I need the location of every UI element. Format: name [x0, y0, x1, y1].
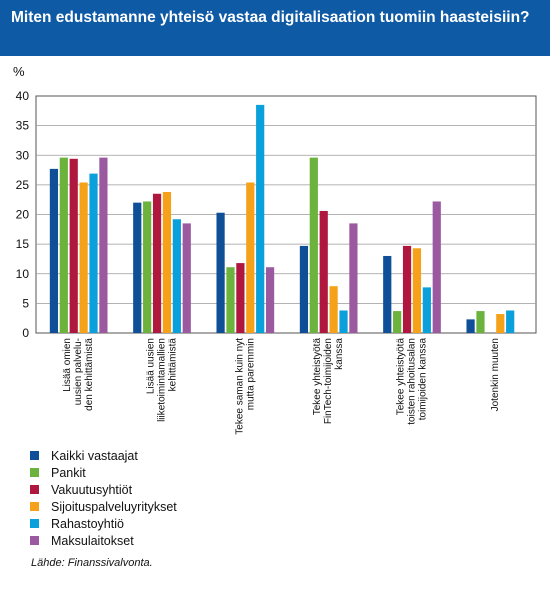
bar — [216, 212, 225, 333]
bar — [402, 245, 412, 333]
legend-item: Pankit — [30, 464, 177, 481]
bar — [432, 201, 441, 333]
chart-title: Miten edustamanne yhteisö vastaa digital… — [11, 9, 530, 26]
bar — [496, 314, 505, 333]
x-tick-label-line: kanssa — [334, 338, 345, 370]
bar — [69, 158, 78, 333]
y-tick-label: 20 — [16, 208, 30, 222]
bar — [339, 310, 348, 333]
bar — [79, 182, 88, 333]
x-tick-label-line: Lisää omien — [62, 338, 73, 392]
y-tick-label: 25 — [16, 178, 30, 192]
y-tick-label: 15 — [16, 237, 30, 251]
bar — [383, 255, 392, 333]
bar — [246, 182, 255, 333]
x-tick-label-line: den kehittämistä — [84, 338, 95, 411]
legend-label: Rahastoyhtiö — [51, 516, 124, 531]
legend-item: Vakuutusyhtiöt — [30, 481, 177, 498]
legend-label: Kaikki vastaajat — [51, 448, 138, 463]
bar — [256, 104, 265, 333]
bar — [49, 168, 59, 333]
source-note: Lähde: Finanssivalvonta. — [31, 557, 153, 569]
x-tick-label: Jotenkin muuten — [490, 338, 501, 411]
x-tick-label-line: FinTech-toimijoiden — [323, 338, 334, 424]
bar — [172, 219, 181, 333]
bar — [143, 201, 152, 333]
legend-item: Rahastoyhtiö — [30, 515, 177, 532]
x-tick-label-line: Tekee yhteistyötä — [396, 338, 407, 416]
bar — [133, 202, 142, 333]
x-tick-label-line: toimijoiden kanssa — [418, 338, 429, 421]
x-tick-label-line: liiketoimintamallien — [157, 338, 168, 422]
x-tick-label-line: kehittämistä — [168, 338, 179, 392]
x-tick-label-line: Lisää uusien — [146, 338, 157, 394]
legend-swatch — [30, 502, 39, 511]
x-tick-label-line: Jotenkin muuten — [490, 338, 501, 411]
bar — [393, 311, 402, 333]
x-tick-label-line: uusien palvelu- — [73, 338, 84, 405]
x-tick-label: Tekee yhteistyötäFinTech-toimijoidenkans… — [312, 338, 345, 425]
chart-legend: Kaikki vastaajat Pankit Vakuutusyhtiöt Sijo… — [30, 447, 177, 549]
bar — [506, 310, 515, 333]
bar — [226, 267, 235, 333]
bar — [422, 287, 431, 333]
y-tick-label: 35 — [16, 119, 30, 133]
legend-item: Maksulaitokset — [30, 532, 177, 549]
x-tick-label-line: Tekee saman kuin nyt — [234, 338, 245, 435]
bar — [476, 311, 485, 333]
bar — [466, 319, 475, 333]
legend-label: Pankit — [51, 465, 86, 480]
bar — [89, 173, 98, 333]
bar — [309, 157, 318, 333]
bar — [59, 157, 68, 333]
y-tick-label: 30 — [16, 148, 30, 162]
legend-label: Vakuutusyhtiöt — [51, 482, 133, 497]
legend-label: Maksulaitokset — [51, 533, 134, 548]
chart-header: Miten edustamanne yhteisö vastaa digital… — [0, 0, 550, 56]
x-tick-label-line: Tekee yhteistyötä — [312, 338, 323, 416]
bar — [319, 210, 328, 333]
legend-swatch — [30, 536, 39, 545]
legend-swatch — [30, 468, 39, 477]
legend-item: Kaikki vastaajat — [30, 447, 177, 464]
legend-label: Sijoituspalveluyritykset — [51, 499, 177, 514]
x-tick-label: Lisää omienuusien palvelu-den kehittämis… — [62, 338, 95, 411]
y-tick-label: 0 — [22, 326, 29, 340]
x-tick-label: Tekee saman kuin nytmutta paremmin — [234, 338, 256, 435]
legend-swatch — [30, 485, 39, 494]
x-tick-label-line: mutta paremmin — [245, 338, 256, 410]
bar — [152, 193, 162, 333]
bar — [329, 286, 338, 333]
bar — [349, 223, 358, 333]
bar — [182, 223, 191, 333]
y-axis-label: % — [13, 64, 25, 79]
legend-swatch — [30, 519, 39, 528]
bar — [162, 191, 172, 333]
y-tick-label: 10 — [16, 267, 30, 281]
bar-chart: 0 5 10 15 20 25 30 35 40 Lisää omienuusien palvel… — [16, 89, 537, 435]
y-tick-label: 5 — [22, 296, 29, 310]
x-tick-label: Lisää uusienliiketoimintamallienkehittäm… — [146, 338, 179, 422]
bar — [99, 157, 108, 333]
bar — [299, 245, 309, 333]
bar — [265, 267, 275, 333]
legend-item: Sijoituspalveluyritykset — [30, 498, 177, 515]
y-tick-label: 40 — [16, 89, 30, 103]
legend-swatch — [30, 451, 39, 460]
bar — [236, 263, 245, 333]
x-tick-label-line: toisten rahoitusalan — [407, 338, 418, 425]
x-tick-label: Tekee yhteistyötätoisten rahoitusalantoi… — [396, 338, 429, 425]
bar — [412, 248, 422, 333]
